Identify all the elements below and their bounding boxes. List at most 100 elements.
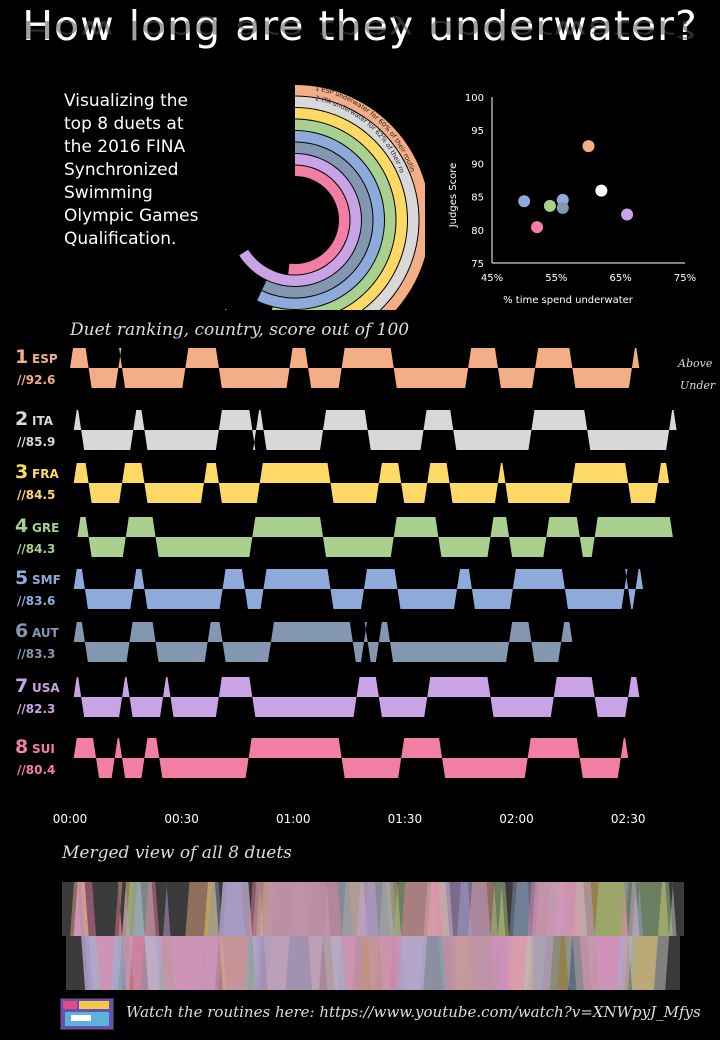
merged-under-segment [587, 936, 670, 990]
segment-above [270, 622, 353, 642]
segment-above [457, 569, 472, 589]
merged-above-segment [561, 882, 573, 936]
segment-above [144, 738, 160, 758]
merged-view [62, 882, 684, 990]
segment-above [669, 410, 677, 430]
merged-above-segment [144, 882, 160, 936]
segment-above [114, 738, 123, 758]
segment-above [527, 738, 580, 758]
segment-under [308, 368, 342, 388]
segment-under [341, 758, 402, 778]
scatter-point [518, 195, 531, 208]
merged-above-segment [222, 882, 245, 936]
scatter-ytick: 85 [471, 193, 484, 204]
merged-under-segment [367, 936, 379, 990]
merged-under-segment [401, 936, 428, 990]
merged-above-segment [356, 882, 379, 936]
rank-number: 7 [15, 675, 29, 697]
segment-under [628, 589, 636, 609]
merged-above-segment [594, 882, 673, 936]
segment-under [129, 697, 164, 717]
merged-band-under-bg [66, 936, 680, 990]
segment-above [401, 738, 443, 758]
video-thumbnail[interactable] [60, 998, 114, 1030]
duet-row-smf [73, 569, 644, 609]
segment-above [363, 569, 398, 589]
segment-under [505, 483, 573, 503]
merged-above-segment [73, 882, 82, 936]
merged-above-segment [572, 882, 629, 936]
merged-above-segment [546, 882, 580, 936]
scatter-point [621, 208, 634, 221]
segment-above [218, 677, 253, 697]
merged-band-above-bg [62, 882, 684, 936]
segment-under [564, 589, 625, 609]
merged-above-segment [628, 882, 640, 936]
merged-under-segment [155, 936, 208, 990]
merged-under-segment [159, 936, 249, 990]
intro-line: Synchronized [64, 160, 179, 180]
segment-above [323, 410, 368, 430]
page-title: How long are they underwater? [22, 2, 698, 50]
segment-under [96, 758, 115, 778]
segment-under [122, 758, 145, 778]
merged-above-segment [129, 882, 156, 936]
segment-under [401, 483, 428, 503]
segment-under [367, 642, 379, 662]
merged-above-segment [263, 882, 331, 936]
segment-above [624, 569, 629, 589]
segment-under [628, 483, 658, 503]
merged-under-segment [531, 936, 562, 990]
merged-above-segment [118, 882, 123, 936]
merged-under-segment [252, 936, 257, 990]
segment-under [453, 430, 532, 450]
merged-above-segment [207, 882, 223, 936]
segment-above [341, 348, 394, 368]
merged-under-segment [129, 936, 164, 990]
segment-under [490, 697, 554, 717]
merged-under-segment [378, 936, 428, 990]
merged-above-segment [73, 882, 89, 936]
segment-above [73, 677, 82, 697]
merged-above-segment [203, 882, 219, 936]
merged-under-segment [579, 936, 595, 990]
duet-row-usa [73, 677, 640, 717]
intro-line: Qualification. [64, 229, 177, 249]
segment-above [122, 677, 130, 697]
merged-under-segment [323, 936, 394, 990]
merged-above-segment [497, 882, 506, 936]
segment-under [397, 589, 458, 609]
segment-above [222, 569, 245, 589]
segment-above [133, 569, 145, 589]
merged-under-segment [509, 936, 547, 990]
merged-above-segment [669, 882, 677, 936]
segment-above [73, 738, 97, 758]
segment-under [579, 758, 621, 778]
scatter-xtick: 65% [610, 273, 632, 284]
segment-under [244, 589, 264, 609]
segment-under [449, 483, 498, 503]
merged-above-segment [657, 882, 670, 936]
scatter-xtick: 75% [674, 273, 696, 284]
merged-above-segment [73, 882, 82, 936]
rank-country: ESP [32, 352, 58, 366]
merged-under-segment [564, 936, 625, 990]
ranking-heading: Duet ranking, country, score out of 100 [70, 320, 410, 340]
duet-row-aut [73, 622, 573, 662]
rank-number: 2 [15, 408, 29, 430]
time-tick-label: 02:00 [499, 812, 534, 826]
segment-above [378, 463, 402, 483]
segment-above [512, 569, 565, 589]
segment-under [159, 758, 249, 778]
segment-under [144, 589, 223, 609]
merged-above-segment [401, 882, 443, 936]
video-link[interactable]: Watch the routines here: https://www.you… [126, 1003, 701, 1021]
segment-above [363, 622, 368, 642]
merged-above-segment [468, 882, 498, 936]
rank-number: 1 [15, 346, 29, 368]
merged-above-segment [73, 882, 97, 936]
merged-above-segment [631, 882, 640, 936]
segment-under [218, 368, 290, 388]
merged-under-segment [88, 936, 126, 990]
intro-text: Visualizing the top 8 duets at the 2016 … [64, 90, 224, 251]
